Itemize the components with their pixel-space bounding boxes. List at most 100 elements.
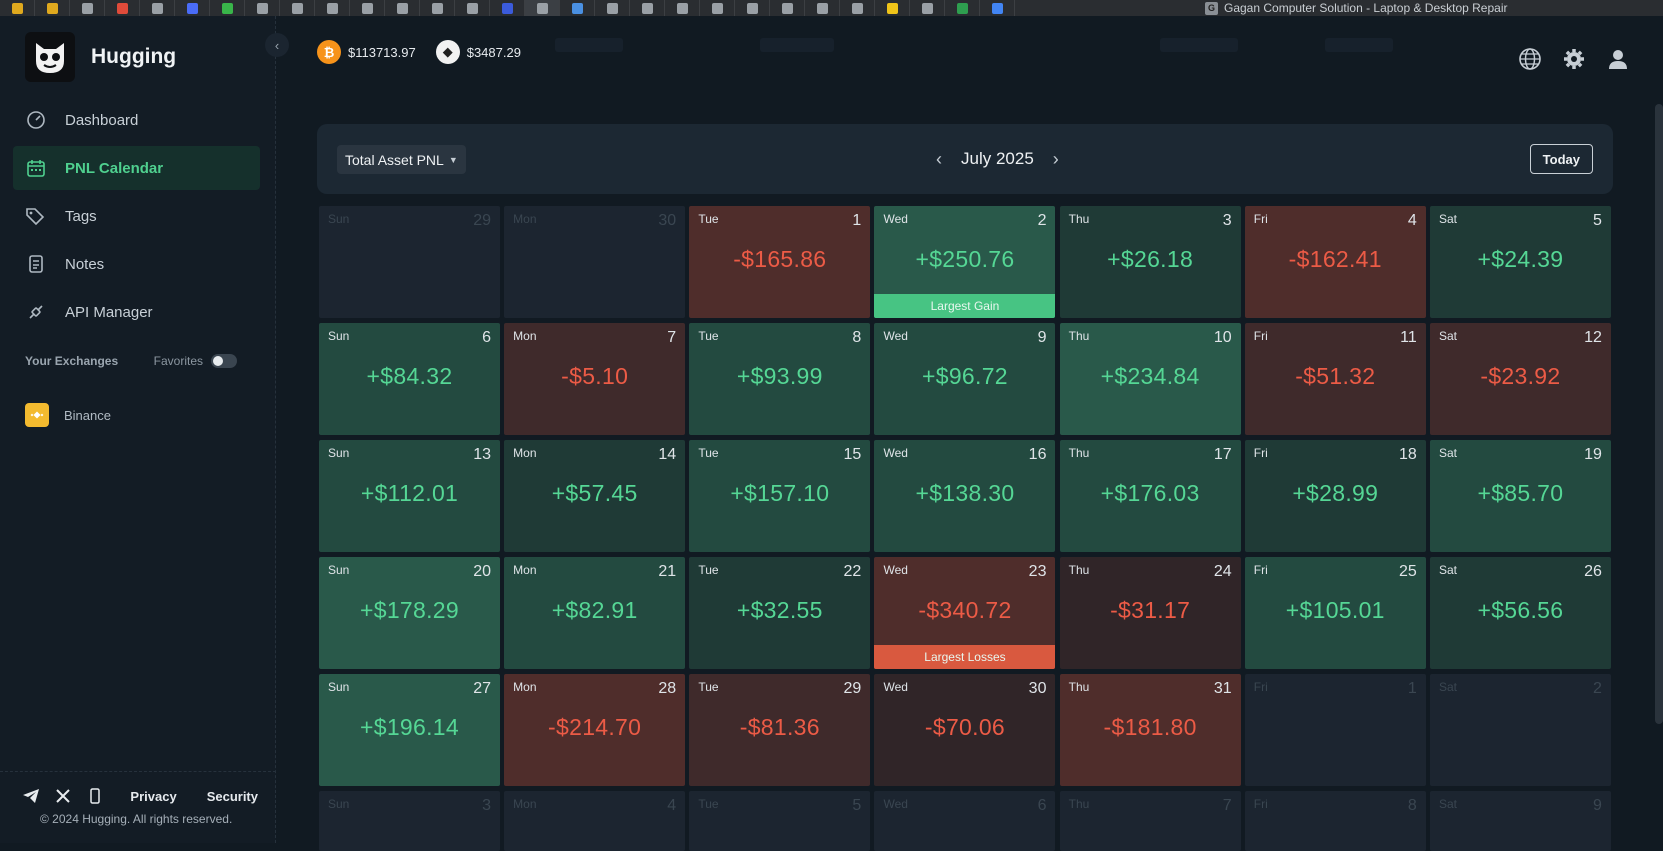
calendar-day-cell[interactable]: Mon 21 +$82.91	[504, 557, 686, 669]
calendar-day-cell[interactable]: Wed 9 +$96.72	[874, 323, 1056, 435]
day-of-week: Fri	[1253, 797, 1268, 811]
calendar-day-cell[interactable]: Tue 29 -$81.36	[689, 674, 871, 786]
browser-tab[interactable]	[980, 0, 1015, 16]
browser-tab[interactable]	[700, 0, 735, 16]
browser-tab[interactable]	[70, 0, 105, 16]
browser-tab[interactable]	[945, 0, 980, 16]
active-tab[interactable]: G Gagan Computer Solution - Laptop & Des…	[1205, 0, 1508, 16]
browser-tab[interactable]	[735, 0, 770, 16]
daily-pnl-value: +$157.10	[730, 480, 830, 506]
calendar-day-cell[interactable]: Mon 28 -$214.70	[504, 674, 686, 786]
tab-favicon-icon	[536, 2, 548, 14]
calendar-day-cell[interactable]: Wed 30 -$70.06	[874, 674, 1056, 786]
privacy-link[interactable]: Privacy	[130, 788, 177, 804]
day-number: 8	[1407, 797, 1417, 814]
day-number: 7	[667, 329, 677, 346]
browser-tab[interactable]	[140, 0, 175, 16]
calendar-day-cell[interactable]: Sun 20 +$178.29	[319, 557, 500, 669]
calendar-day-cell[interactable]: Thu 17 +$176.03	[1059, 440, 1241, 552]
calendar-day-cell[interactable]: Sat 5 +$24.39	[1429, 206, 1611, 318]
next-month-button[interactable]: ›	[1052, 148, 1059, 169]
sidebar-item-notes[interactable]: Notes	[13, 242, 260, 286]
calendar-day-cell[interactable]: Mon 14 +$57.45	[504, 440, 686, 552]
browser-tab[interactable]	[525, 0, 560, 16]
browser-tab[interactable]	[665, 0, 700, 16]
browser-tab[interactable]	[770, 0, 805, 16]
calendar-day-cell[interactable]: Fri 4 -$162.41	[1244, 206, 1426, 318]
browser-tab[interactable]	[455, 0, 490, 16]
browser-tab[interactable]	[805, 0, 840, 16]
calendar-day-cell[interactable]: Tue 22 +$32.55	[689, 557, 871, 669]
today-button[interactable]: Today	[1529, 144, 1593, 174]
calendar-day-cell[interactable]: Thu 31 -$181.80	[1059, 674, 1241, 786]
calendar-day-cell[interactable]: Wed 16 +$138.30	[874, 440, 1056, 552]
daily-pnl-value: +$84.32	[366, 363, 453, 389]
calendar-day-cell[interactable]: Tue 15 +$157.10	[689, 440, 871, 552]
browser-tab[interactable]	[105, 0, 140, 16]
sidebar-nav: Dashboard PNL Calendar Tags Notes API Ma…	[13, 98, 260, 338]
calendar-day-cell[interactable]: Tue 1 -$165.86	[689, 206, 871, 318]
calendar-day-cell[interactable]: Thu 10 +$234.84	[1059, 323, 1241, 435]
day-of-week: Tue	[698, 446, 719, 460]
sidebar-item-pnl-calendar[interactable]: PNL Calendar	[13, 146, 260, 190]
browser-tab[interactable]	[490, 0, 525, 16]
x-twitter-icon[interactable]	[54, 786, 72, 806]
browser-tab[interactable]	[875, 0, 910, 16]
browser-tab[interactable]	[560, 0, 595, 16]
tab-favicon-icon	[81, 2, 93, 14]
browser-tab[interactable]	[175, 0, 210, 16]
calendar-day-cell[interactable]: Thu 3 +$26.18	[1059, 206, 1241, 318]
previous-month-button[interactable]: ‹	[936, 148, 942, 169]
copyright: © 2024 Hugging. All rights reserved.	[40, 812, 233, 826]
calendar-day-cell[interactable]: Sun 13 +$112.01	[319, 440, 500, 552]
browser-tab[interactable]	[385, 0, 420, 16]
favorites-toggle[interactable]	[211, 354, 237, 368]
calendar-day-cell[interactable]: Sat 12 -$23.92	[1429, 323, 1611, 435]
calendar-day-cell[interactable]: Mon 7 -$5.10	[504, 323, 686, 435]
exchange-item-binance[interactable]: Binance	[25, 403, 111, 427]
day-number: 15	[843, 446, 862, 463]
sidebar-item-api-manager[interactable]: API Manager	[13, 290, 260, 334]
sidebar-item-dashboard[interactable]: Dashboard	[13, 98, 260, 142]
calendar-day-cell[interactable]: Fri 11 -$51.32	[1244, 323, 1426, 435]
browser-tab[interactable]	[210, 0, 245, 16]
security-link[interactable]: Security	[206, 788, 258, 804]
browser-tab[interactable]	[35, 0, 70, 16]
calendar-day-cell[interactable]: Sun 6 +$84.32	[319, 323, 500, 435]
calendar-day-cell[interactable]: Sun 27 +$196.14	[319, 674, 500, 786]
calendar-day-cell[interactable]: Tue 8 +$93.99	[689, 323, 871, 435]
browser-tab[interactable]	[0, 0, 35, 16]
bitcoin-icon: ₿	[317, 40, 341, 64]
day-of-week: Fri	[1253, 563, 1268, 577]
calendar-day-cell[interactable]: Wed 2 +$250.76 Largest Gain	[874, 206, 1056, 318]
calendar-day-cell[interactable]: Sat 26 +$56.56	[1429, 557, 1611, 669]
sidebar-item-tags[interactable]: Tags	[13, 194, 260, 238]
browser-tab[interactable]	[910, 0, 945, 16]
calendar-day-cell[interactable]: Sat 19 +$85.70	[1429, 440, 1611, 552]
tab-favicon-icon	[466, 2, 478, 14]
globe-icon[interactable]	[1517, 46, 1543, 72]
calendar-day-cell[interactable]: Thu 24 -$31.17	[1059, 557, 1241, 669]
day-number: 16	[1028, 446, 1047, 463]
browser-tab[interactable]	[630, 0, 665, 16]
brand[interactable]: Hugging	[25, 32, 176, 82]
browser-tab[interactable]	[280, 0, 315, 16]
browser-tab[interactable]	[840, 0, 875, 16]
calendar-day-cell[interactable]: Wed 23 -$340.72 Largest Losses	[874, 557, 1056, 669]
browser-tab[interactable]	[595, 0, 630, 16]
browser-tab[interactable]	[420, 0, 455, 16]
pnl-mode-select[interactable]: Total Asset PNL ▼	[337, 145, 466, 174]
collapse-sidebar-button[interactable]: ‹	[265, 33, 289, 57]
browser-tab[interactable]	[350, 0, 385, 16]
mobile-icon[interactable]	[86, 786, 104, 806]
daily-pnl-value: -$214.70	[548, 714, 642, 740]
calendar-day-cell[interactable]: Fri 25 +$105.01	[1244, 557, 1426, 669]
browser-tab[interactable]	[245, 0, 280, 16]
gear-icon[interactable]	[1561, 46, 1587, 72]
user-icon[interactable]	[1605, 46, 1631, 72]
telegram-icon[interactable]	[22, 786, 40, 806]
day-number: 11	[1400, 329, 1417, 346]
calendar-day-cell[interactable]: Fri 18 +$28.99	[1244, 440, 1426, 552]
page-scrollbar[interactable]	[1655, 104, 1663, 724]
browser-tab[interactable]	[315, 0, 350, 16]
